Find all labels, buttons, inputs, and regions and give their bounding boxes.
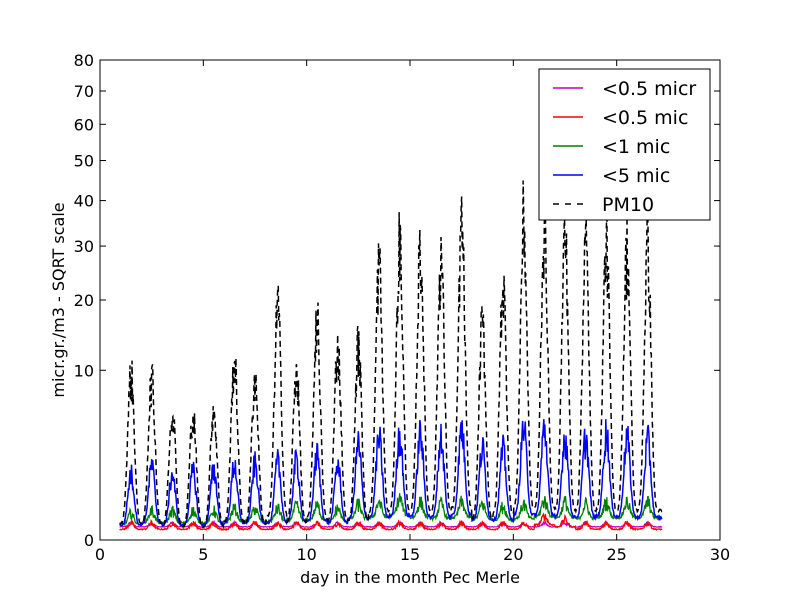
y-tick-label: 30 bbox=[74, 237, 94, 256]
legend-label-3: <5 mic bbox=[602, 165, 670, 187]
y-axis-label: micr.gr./m3 - SQRT scale bbox=[49, 202, 68, 397]
x-tick-label: 0 bbox=[95, 545, 105, 564]
series-layer bbox=[119, 180, 663, 532]
legend-label-4: PM10 bbox=[602, 194, 654, 216]
legend-label-2: <1 mic bbox=[602, 136, 670, 158]
y-tick-label: 60 bbox=[74, 115, 94, 134]
y-tick-label: 70 bbox=[74, 82, 94, 101]
y-tick-label: 0 bbox=[84, 531, 94, 550]
x-tick-label: 15 bbox=[400, 545, 420, 564]
y-tick-label: 10 bbox=[74, 361, 94, 380]
x-tick-label: 25 bbox=[606, 545, 626, 564]
legend: <0.5 micr <0.5 mic <1 mic <5 mic PM10 bbox=[538, 68, 711, 221]
legend-label-1: <0.5 mic bbox=[602, 107, 688, 129]
y-tick-label: 20 bbox=[74, 291, 94, 310]
x-tick-label: 30 bbox=[710, 545, 730, 564]
legend-items: <0.5 micr <0.5 mic <1 mic <5 mic PM10 bbox=[553, 78, 696, 216]
series-line-3 bbox=[119, 419, 663, 528]
series-line-2 bbox=[119, 493, 663, 527]
series-line-4 bbox=[119, 180, 663, 529]
legend-label-0: <0.5 micr bbox=[602, 78, 696, 100]
x-tick-label: 20 bbox=[503, 545, 523, 564]
y-tick-label: 40 bbox=[74, 192, 94, 211]
y-tick-label: 80 bbox=[74, 51, 94, 70]
x-axis-label: day in the month Pec Merle bbox=[300, 568, 520, 587]
x-tick-label: 5 bbox=[198, 545, 208, 564]
legend-box bbox=[538, 68, 711, 221]
series-line-1 bbox=[119, 512, 663, 532]
y-tick-label: 50 bbox=[74, 152, 94, 171]
x-tick-label: 10 bbox=[296, 545, 316, 564]
axes-layer: 0 5 10 15 20 25 30 0 10 20 30 40 50 60 70 80 bbox=[74, 51, 731, 564]
